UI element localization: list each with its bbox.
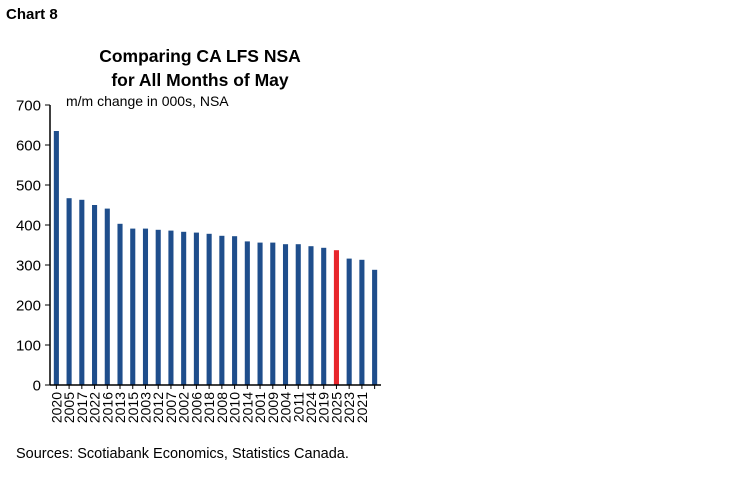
x-tick-label: 2015: [125, 392, 141, 423]
x-tick-label: 2022: [87, 392, 103, 423]
bar-2017: [79, 199, 85, 385]
bar-2021: [359, 259, 365, 385]
bar-2022: [92, 205, 98, 385]
x-tick-label: 2005: [61, 392, 77, 423]
bar-2023: [346, 258, 352, 385]
x-tick-label: 2008: [214, 392, 230, 423]
x-tick-label: 2020: [48, 392, 64, 423]
bar: [372, 269, 378, 385]
source-note: Sources: Scotiabank Economics, Statistic…: [16, 446, 349, 462]
bar-2012: [155, 229, 161, 385]
x-tick-label: 2025: [328, 392, 344, 423]
x-tick-label: 2006: [188, 392, 204, 423]
y-tick-label: 200: [16, 298, 41, 315]
y-tick-label: 0: [33, 378, 41, 395]
bar-2015: [130, 228, 136, 385]
x-tick-label: 2013: [112, 392, 128, 423]
y-tick-label: 400: [16, 218, 41, 235]
x-tick-label: 2010: [227, 392, 243, 423]
bar-2024: [308, 246, 314, 385]
bar-2016: [104, 208, 110, 385]
x-tick-label: 2002: [176, 392, 192, 423]
x-tick-label: 2024: [303, 392, 319, 423]
bar-2001: [257, 242, 263, 385]
x-tick-label: 2001: [252, 392, 268, 423]
x-tick-label: 2019: [316, 392, 332, 423]
y-tick-label: 600: [16, 138, 41, 155]
x-tick-label: 2021: [354, 392, 370, 423]
bar-2005: [66, 198, 72, 385]
bar-2004: [282, 244, 289, 385]
x-tick-label: 2011: [290, 392, 306, 422]
x-tick-label: 2023: [341, 392, 357, 423]
x-tick-label: 2009: [265, 392, 281, 423]
bars: [53, 131, 378, 385]
bar-2025: [333, 250, 339, 385]
x-tick-label: 2016: [99, 392, 115, 423]
bar-2014: [244, 241, 250, 385]
bar-2002: [181, 231, 187, 385]
bar-2003: [142, 228, 149, 385]
chart-title-line-2: for All Months of May: [111, 70, 289, 90]
bar-2006: [193, 232, 199, 385]
x-tick-label: 2018: [201, 392, 217, 423]
bar-2018: [206, 233, 212, 385]
y-tick-label: 700: [16, 98, 41, 115]
x-tick-label: 2003: [137, 392, 153, 423]
bar-2009: [270, 242, 276, 385]
y-tick-label: 300: [16, 258, 41, 275]
y-tick-label: 500: [16, 178, 41, 195]
bar-2008: [219, 235, 225, 385]
bar-2013: [117, 223, 123, 385]
x-tick-label: 2007: [163, 392, 179, 423]
bar-2019: [321, 247, 327, 385]
x-tick-label: 2014: [239, 392, 255, 423]
bar-2007: [168, 230, 174, 385]
y-tick-label: 100: [16, 338, 41, 355]
y-axis: 0 100 200 300 400 500 600 700: [16, 98, 50, 395]
x-tick-label: 2004: [278, 392, 294, 423]
chart-number-label: Chart 8: [6, 6, 58, 23]
chart-title: Comparing CA LFS NSA for All Months of M…: [50, 44, 350, 92]
x-tick-label: 2017: [74, 392, 90, 423]
bar-2010: [232, 236, 238, 385]
x-axis-labels: 2020200520172022201620132015200320122007…: [48, 385, 376, 423]
x-tick-label: 2012: [150, 392, 166, 423]
chart-title-line-1: Comparing CA LFS NSA: [99, 46, 301, 66]
bar-2020: [53, 131, 59, 385]
unit-label: m/m change in 000s, NSA: [66, 93, 229, 109]
bar-2011: [295, 244, 301, 385]
